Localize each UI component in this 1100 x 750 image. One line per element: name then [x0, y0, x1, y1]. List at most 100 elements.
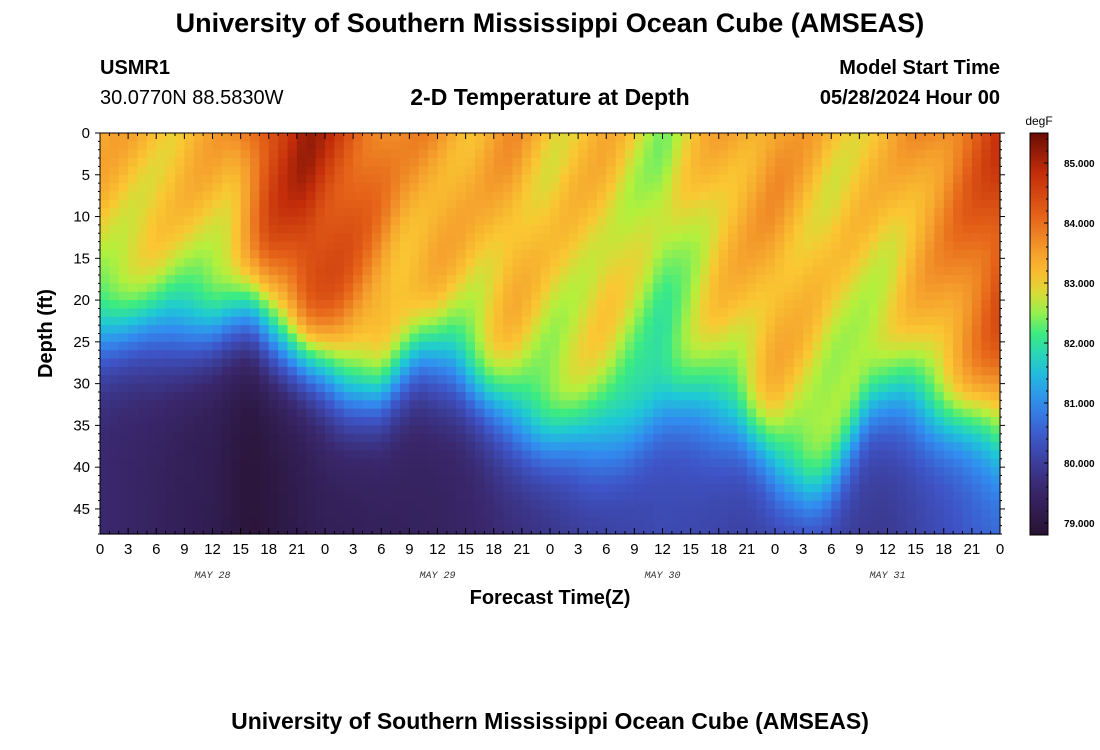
heatmap-cell — [643, 316, 654, 326]
heatmap-cell — [737, 366, 748, 376]
heatmap-cell — [296, 375, 307, 385]
heatmap-cell — [625, 283, 635, 293]
heatmap-cell — [775, 266, 785, 276]
heatmap-cell — [212, 417, 223, 426]
heatmap-cell — [803, 341, 814, 351]
heatmap-cell — [859, 233, 870, 243]
heatmap-cell — [306, 400, 317, 410]
heatmap-cell — [775, 483, 785, 493]
heatmap-cell — [831, 325, 842, 335]
heatmap-cell — [334, 149, 345, 159]
heatmap-cell — [146, 158, 157, 168]
heatmap-cell — [990, 475, 1001, 485]
heatmap-cell — [156, 341, 167, 351]
heatmap-cell — [212, 408, 223, 418]
heatmap-cell — [409, 133, 420, 142]
heatmap-cell — [512, 233, 523, 243]
heatmap-cell — [784, 350, 795, 360]
heatmap-cell — [484, 492, 495, 502]
heatmap-cell — [240, 325, 251, 335]
heatmap-cell — [381, 316, 392, 326]
heatmap-cell — [840, 400, 851, 410]
heatmap-cell — [746, 458, 757, 468]
heatmap-cell — [212, 375, 223, 385]
heatmap-cell — [381, 158, 392, 168]
x-tick-label: 21 — [289, 541, 306, 558]
heatmap-cell — [653, 258, 664, 268]
heatmap-cell — [184, 341, 195, 351]
heatmap-cell — [240, 408, 251, 418]
heatmap-cell — [728, 366, 739, 376]
heatmap-cell — [812, 258, 823, 268]
heatmap-cell — [990, 199, 1001, 209]
heatmap-cell — [362, 191, 373, 201]
heatmap-cell — [418, 383, 429, 393]
heatmap-cell — [596, 350, 607, 360]
heatmap-cell — [709, 517, 720, 527]
heatmap-cell — [737, 508, 748, 518]
heatmap-cell — [578, 183, 589, 193]
heatmap-cell — [437, 425, 448, 435]
heatmap-cell — [296, 224, 307, 234]
heatmap-cell — [503, 375, 514, 385]
heatmap-cell — [278, 400, 289, 410]
heatmap-cell — [568, 500, 579, 510]
heatmap-cell — [700, 458, 710, 468]
heatmap-cell — [700, 133, 710, 142]
heatmap-cell — [100, 341, 110, 351]
heatmap-cell — [568, 166, 579, 176]
heatmap-cell — [718, 500, 729, 510]
heatmap-cell — [212, 141, 223, 151]
heatmap-cell — [718, 433, 729, 443]
heatmap-cell — [625, 258, 635, 268]
heatmap-cell — [971, 391, 982, 401]
heatmap-cell — [118, 358, 129, 368]
heatmap-cell — [634, 158, 645, 168]
heatmap-cell — [746, 400, 757, 410]
heatmap-cell — [831, 350, 842, 360]
heatmap-cell — [681, 300, 692, 310]
heatmap-cell — [934, 325, 945, 335]
heatmap-cell — [887, 383, 898, 393]
heatmap-cell — [962, 291, 973, 301]
heatmap-cell — [428, 325, 439, 335]
heatmap-cell — [446, 241, 457, 251]
heatmap-cell — [512, 174, 523, 184]
heatmap-cell — [109, 517, 120, 527]
heatmap-cell — [165, 141, 176, 151]
heatmap-cell — [765, 508, 776, 518]
heatmap-cell — [812, 358, 823, 368]
heatmap-cell — [503, 308, 514, 318]
heatmap-cell — [962, 208, 973, 218]
heatmap-cell — [821, 517, 832, 527]
heatmap-cell — [184, 191, 195, 201]
heatmap-cell — [278, 266, 289, 276]
heatmap-cell — [840, 133, 851, 142]
heatmap-cell — [465, 433, 476, 443]
heatmap-cell — [775, 174, 785, 184]
heatmap-cell — [784, 158, 795, 168]
heatmap-cell — [840, 141, 851, 151]
heatmap-cell — [878, 183, 889, 193]
heatmap-cell — [175, 241, 185, 251]
heatmap-cell — [700, 475, 710, 485]
heatmap-cell — [878, 300, 889, 310]
heatmap-cell — [250, 425, 260, 435]
heatmap-cell — [118, 400, 129, 410]
heatmap-cell — [906, 442, 917, 452]
heatmap-cell — [812, 183, 823, 193]
heatmap-cell — [737, 199, 748, 209]
heatmap-cell — [465, 467, 476, 477]
heatmap-cell — [803, 283, 814, 293]
heatmap-cell — [906, 241, 917, 251]
heatmap-cell — [353, 325, 364, 335]
heatmap-cell — [193, 408, 204, 418]
heatmap-cell — [371, 517, 382, 527]
heatmap-cell — [465, 350, 476, 360]
heatmap-cell — [925, 400, 935, 410]
heatmap-cell — [784, 325, 795, 335]
heatmap-cell — [606, 166, 617, 176]
heatmap-cell — [437, 400, 448, 410]
heatmap-cell — [259, 358, 270, 368]
heatmap-cell — [353, 458, 364, 468]
